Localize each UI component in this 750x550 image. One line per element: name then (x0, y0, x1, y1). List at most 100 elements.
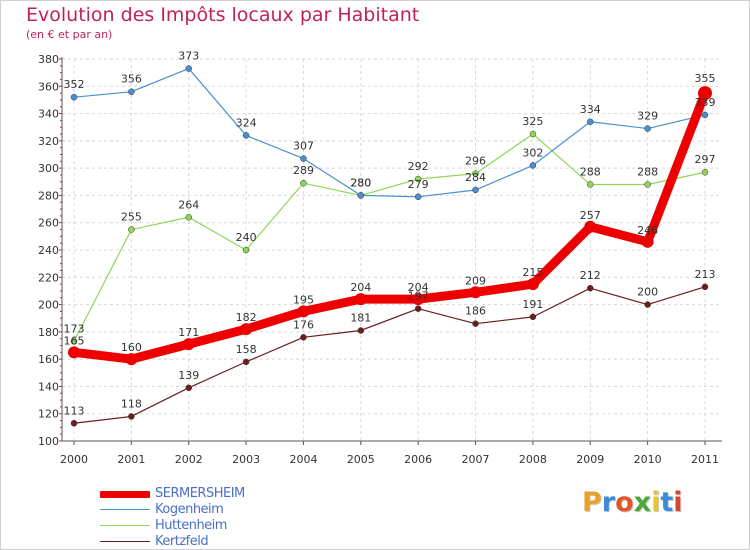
data-point (701, 283, 709, 291)
y-tick-label: 120 (38, 408, 59, 421)
data-point (297, 305, 310, 318)
data-label: 118 (121, 397, 142, 410)
data-label: 297 (695, 153, 716, 166)
data-label: 195 (293, 293, 314, 306)
logo-letter: o (615, 487, 634, 518)
data-label: 186 (465, 305, 486, 318)
data-label: 280 (350, 176, 371, 189)
data-point (472, 320, 479, 327)
data-label: 212 (580, 269, 601, 282)
data-point (526, 278, 539, 291)
x-tick-label: 2005 (347, 453, 375, 466)
data-label: 209 (465, 274, 486, 287)
data-label: 182 (236, 311, 257, 324)
x-tick-label: 2001 (117, 453, 145, 466)
data-point (70, 420, 78, 427)
series-line-huttenheim (73, 133, 706, 343)
legend-swatch-kertzfeld (100, 541, 150, 542)
data-point (641, 235, 654, 248)
data-point (128, 413, 135, 420)
chart-title: Evolution des Impôts locaux par Habitant (26, 4, 420, 26)
data-label: 200 (637, 286, 658, 299)
y-tick-label: 180 (38, 326, 59, 339)
data-point (185, 384, 192, 392)
data-point (185, 214, 192, 221)
x-tick-label: 2000 (60, 453, 88, 466)
data-point (125, 353, 138, 366)
data-label: 215 (522, 266, 543, 279)
legend-item-kogenheim: Kogenheim (100, 502, 360, 518)
data-point (300, 179, 307, 187)
data-label: 279 (408, 178, 429, 191)
x-tick-label: 2008 (519, 453, 547, 466)
data-point (701, 168, 709, 176)
y-tick-label: 200 (38, 299, 59, 312)
data-label: 339 (695, 96, 716, 109)
data-label: 302 (522, 146, 543, 159)
y-tick-label: 240 (38, 244, 59, 257)
data-point (584, 220, 597, 233)
y-tick-label: 380 (38, 53, 59, 66)
data-point (529, 162, 537, 169)
data-point (357, 192, 365, 199)
legend-item-sermersheim: SERMERSHEIM (100, 486, 360, 502)
logo-letter: r (601, 487, 616, 518)
data-label: 355 (695, 72, 716, 85)
x-tick-label: 2009 (576, 453, 604, 466)
data-label: 240 (236, 231, 257, 244)
data-label: 165 (64, 334, 85, 347)
legend-label-kertzfeld: Kertzfeld (155, 534, 209, 549)
data-point (414, 193, 422, 201)
data-label: 257 (580, 209, 601, 222)
data-point (242, 358, 250, 366)
data-point (182, 338, 195, 351)
data-label: 213 (695, 268, 716, 281)
x-tick-label: 2010 (634, 453, 662, 466)
legend-item-huttenheim: Huttenheim (100, 518, 360, 534)
data-point (644, 181, 651, 188)
logo-letter: i (673, 487, 683, 518)
data-label: 284 (465, 171, 486, 184)
y-tick-label: 280 (38, 189, 59, 202)
data-label: 176 (293, 318, 314, 331)
data-point (128, 226, 135, 233)
logo-letter: i (651, 487, 661, 518)
data-point (70, 93, 78, 101)
data-label: 356 (121, 73, 142, 86)
data-point (587, 181, 594, 188)
data-point (300, 334, 307, 341)
y-tick-label: 360 (38, 80, 59, 93)
data-point (698, 86, 712, 101)
legend-swatch-huttenheim (100, 525, 150, 526)
data-point (357, 327, 365, 334)
y-tick-label: 100 (38, 435, 59, 448)
data-label: 373 (178, 50, 199, 63)
y-tick-label: 300 (38, 162, 59, 175)
x-tick-label: 2003 (232, 453, 260, 466)
x-tick-label: 2004 (289, 453, 317, 466)
data-label: 280 (350, 176, 371, 189)
data-label: 325 (522, 115, 543, 128)
data-point (242, 132, 250, 139)
data-point (414, 305, 422, 312)
proxiti-logo: Proxiti (582, 487, 683, 518)
x-tick-label: 2007 (462, 453, 490, 466)
data-label: 171 (178, 326, 199, 339)
data-point (529, 313, 537, 321)
x-tick-label: 2002 (175, 453, 203, 466)
series-line-sermersheim (69, 88, 710, 364)
data-label: 204 (408, 281, 429, 294)
data-point (242, 246, 250, 254)
y-tick-label: 140 (38, 380, 59, 393)
y-tick-label: 340 (38, 108, 59, 121)
data-label: 289 (293, 164, 314, 177)
data-label: 139 (178, 369, 199, 382)
data-label: 296 (465, 155, 486, 168)
data-label: 246 (637, 224, 658, 237)
data-point (240, 323, 253, 336)
data-point (300, 155, 307, 162)
data-label: 181 (350, 311, 371, 324)
logo-letter: P (582, 487, 602, 518)
